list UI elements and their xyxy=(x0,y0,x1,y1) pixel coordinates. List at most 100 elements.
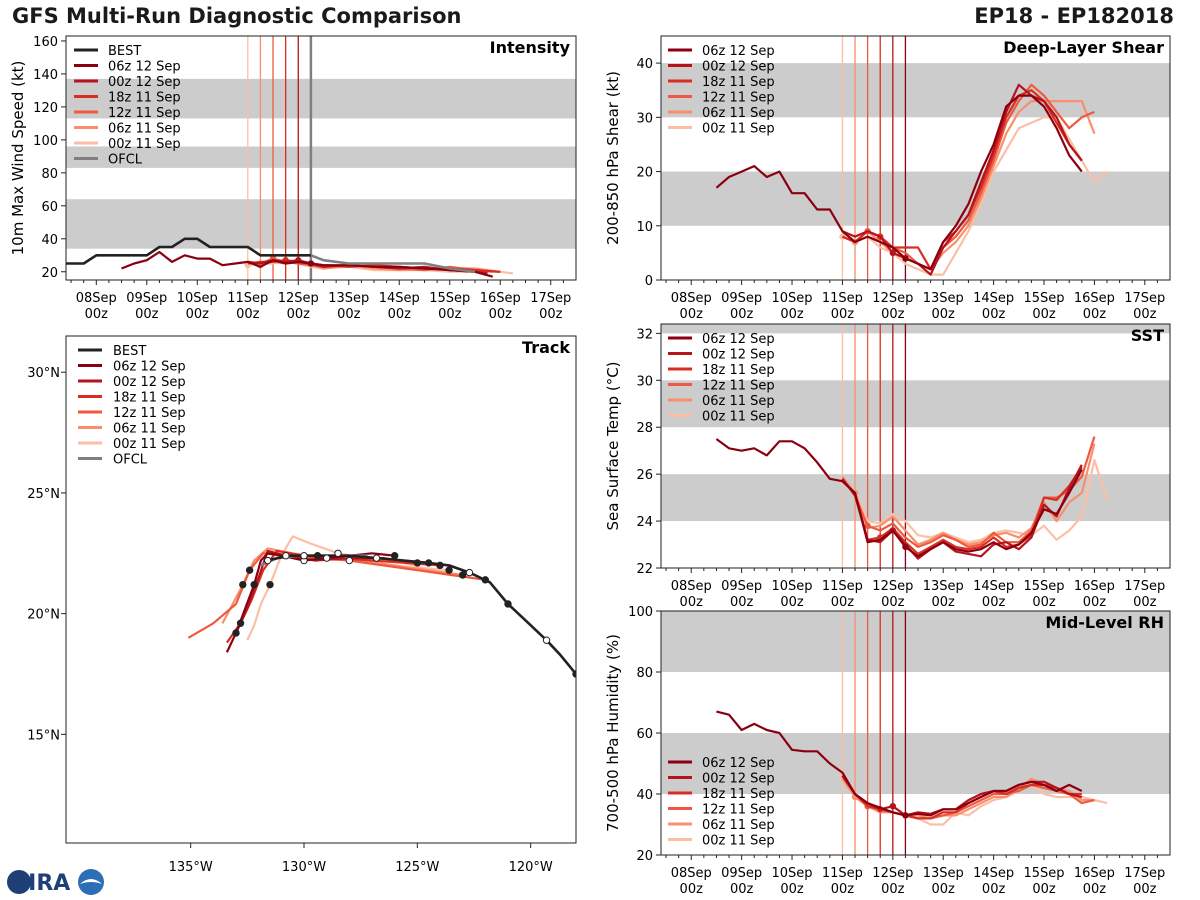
shear-series-06z-12-sep xyxy=(715,94,1083,271)
sst-xtick-label-hour: 00z xyxy=(1083,595,1107,610)
shear-init-point-06z-12-sep xyxy=(902,255,909,262)
rh-xtick-label-day: 14Sep xyxy=(973,866,1014,881)
track-panel: 135°W 130°W 125°W 120°W 15°N 20°N 25°N 30°N Trac… xyxy=(27,335,577,875)
sst-title: SST xyxy=(1131,326,1164,345)
track-legend-label: 18z 11 Sep xyxy=(113,391,186,406)
sst-xtick-label-day: 14Sep xyxy=(973,579,1014,594)
shear-xtick-label-day: 17Sep xyxy=(1124,291,1165,306)
intensity-axes-frame xyxy=(65,35,577,281)
rh-xtick-label-day: 13Sep xyxy=(923,866,964,881)
intensity-band xyxy=(66,78,576,119)
rh-series-06z-12-sep xyxy=(716,710,1083,817)
intensity-band xyxy=(66,199,576,249)
sst-init-point-12z-11-sep xyxy=(864,522,871,529)
intensity-ylabel: 10m Max Wind Speed (kt) xyxy=(9,61,27,256)
sst-xtick-label-day: 12Sep xyxy=(872,579,913,594)
track-position-marker xyxy=(481,576,490,584)
intensity-xtick-label-day: 08Sep xyxy=(76,291,117,306)
sst-xtick-label-hour: 00z xyxy=(780,595,804,610)
intensity-xtick-label-day: 13Sep xyxy=(328,291,369,306)
intensity-legend-label: BEST xyxy=(108,44,141,59)
sst-axes-frame xyxy=(660,323,1171,569)
rh-legend-label: 00z 11 Sep xyxy=(702,834,775,849)
track-position-marker xyxy=(236,619,245,627)
shear-xtick-label-hour: 00z xyxy=(982,307,1006,322)
intensity-ytick-label: 80 xyxy=(41,167,58,182)
track-legend-label: 00z 12 Sep xyxy=(113,375,186,390)
intensity-xtick-label-hour: 00z xyxy=(135,307,159,322)
track-position-marker xyxy=(245,566,254,574)
track-legend-label: OFCL xyxy=(113,453,148,468)
rh-legend-label: 06z 12 Sep xyxy=(702,756,775,771)
shear-xtick-label-day: 08Sep xyxy=(671,291,712,306)
sst-ytick-label: 30 xyxy=(636,374,653,389)
rh-xtick-label-day: 15Sep xyxy=(1023,866,1064,881)
shear-xtick-label-hour: 00z xyxy=(730,307,754,322)
shear-legend-label: 12z 11 Sep xyxy=(702,91,775,106)
rh-ylabel: 700-500 hPa Humidity (%) xyxy=(604,634,622,832)
track-ytick-label: 15°N xyxy=(27,728,60,743)
shear-xtick-label-hour: 00z xyxy=(932,307,956,322)
shear-ytick-label: 0 xyxy=(645,274,653,289)
intensity-legend-label: 06z 11 Sep xyxy=(108,122,181,137)
shear-legend-label: 00z 11 Sep xyxy=(702,122,775,137)
shear-xtick-label-hour: 00z xyxy=(780,307,804,322)
track-position-marker xyxy=(239,580,247,589)
intensity-legend-label: 00z 11 Sep xyxy=(108,137,181,152)
shear-legend-label: 00z 12 Sep xyxy=(702,60,775,75)
intensity-xtick-label-day: 10Sep xyxy=(177,291,218,306)
track-position-marker xyxy=(424,559,433,567)
shear-xtick-label-day: 13Sep xyxy=(923,291,964,306)
intensity-ytick-label: 40 xyxy=(41,233,58,248)
sst-xtick-label-hour: 00z xyxy=(730,595,754,610)
sst-xtick-label-hour: 00z xyxy=(1133,595,1157,610)
shear-ytick-label: 40 xyxy=(636,57,653,72)
track-position-marker xyxy=(413,559,422,567)
intensity-band xyxy=(66,146,576,168)
track-position-marker xyxy=(504,600,512,608)
intensity-ytick-label: 160 xyxy=(33,35,58,50)
intensity-xtick-label-hour: 00z xyxy=(85,307,109,322)
rh-ytick-label: 40 xyxy=(636,788,653,803)
shear-xtick-label-hour: 00z xyxy=(831,307,855,322)
logo-text: CIRA xyxy=(12,871,70,896)
intensity-xtick-label-hour: 00z xyxy=(489,307,513,322)
sst-ytick-label: 24 xyxy=(636,515,653,530)
intensity-panel: 2040608010012014016008Sep00z09Sep00z10Se… xyxy=(9,35,577,322)
shear-ytick-label: 10 xyxy=(636,220,653,235)
track-xtick-label: 125°W xyxy=(395,860,439,875)
intensity-xtick-label-hour: 00z xyxy=(539,307,563,322)
sst-plot-area xyxy=(661,324,1170,568)
track-position-marker xyxy=(465,568,474,577)
sst-xtick-label-day: 17Sep xyxy=(1124,579,1165,594)
rh-xtick-label-hour: 00z xyxy=(881,882,905,897)
intensity-xtick-label-day: 09Sep xyxy=(126,291,167,306)
sst-legend-label: 00z 11 Sep xyxy=(702,410,775,425)
track-axes-frame xyxy=(65,335,577,844)
track-title: Track xyxy=(522,338,570,357)
intensity-xtick-label-day: 15Sep xyxy=(429,291,470,306)
sst-legend-label: 06z 11 Sep xyxy=(702,394,775,409)
rh-init-point-06z-12-sep xyxy=(902,812,909,819)
track-position-marker xyxy=(264,556,272,565)
track-position-marker xyxy=(458,571,467,579)
shear-xtick-label-hour: 00z xyxy=(1133,307,1157,322)
shear-xtick-label-hour: 00z xyxy=(1083,307,1107,322)
intensity-legend-label: OFCL xyxy=(108,153,143,168)
shear-xtick-label-day: 16Sep xyxy=(1074,291,1115,306)
intensity-series-06z-12-sep xyxy=(121,250,493,278)
rh-legend-label: 06z 11 Sep xyxy=(702,818,775,833)
track-xtick-label: 120°W xyxy=(509,860,553,875)
track-legend-label: 06z 11 Sep xyxy=(113,422,186,437)
rh-title: Mid-Level RH xyxy=(1045,613,1164,632)
shear-band xyxy=(661,171,1170,226)
shear-title: Deep-Layer Shear xyxy=(1003,38,1164,57)
sst-xtick-label-hour: 00z xyxy=(982,595,1006,610)
track-position-marker xyxy=(436,561,444,570)
sst-xtick-label-day: 16Sep xyxy=(1074,579,1115,594)
intensity-xtick-label-day: 12Sep xyxy=(278,291,319,306)
cira-logo: CIRA xyxy=(7,869,104,896)
sst-ytick-label: 32 xyxy=(636,327,653,342)
sst-xtick-label-hour: 00z xyxy=(680,595,704,610)
